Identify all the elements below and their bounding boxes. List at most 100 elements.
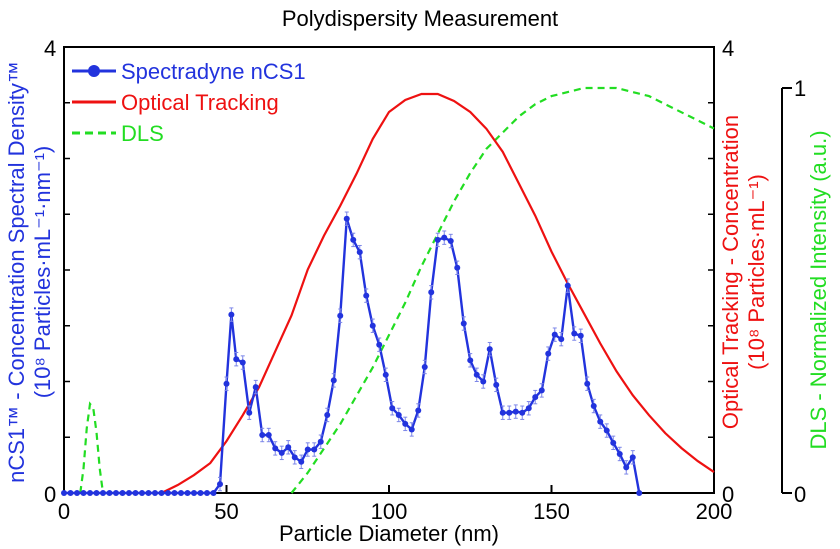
spectradyne-point	[191, 490, 197, 496]
spectradyne-point	[100, 490, 106, 496]
dls-line	[290, 86, 715, 494]
spectradyne-point	[532, 394, 539, 401]
spectradyne-point	[356, 249, 363, 256]
x-tick-label: 200	[696, 499, 733, 524]
legend-label-dls: DLS	[121, 121, 164, 146]
spectradyne-point	[369, 322, 376, 329]
legend-marker-spectradyne	[88, 65, 100, 77]
spectradyne-point	[228, 311, 235, 318]
y-right1-tick-bottom: 0	[722, 482, 734, 507]
spectradyne-point	[616, 450, 623, 457]
spectradyne-point	[454, 264, 461, 271]
spectradyne-point	[93, 490, 100, 496]
optical-tracking-line	[161, 92, 715, 494]
y-left-tick-top: 4	[44, 36, 56, 61]
spectradyne-point	[441, 234, 448, 241]
spectradyne-point	[623, 464, 630, 471]
spectradyne-point	[512, 408, 519, 415]
spectradyne-point	[408, 426, 415, 433]
y-right1-axis-title-line1: Optical Tracking - Concentration	[718, 115, 743, 429]
spectradyne-point	[590, 403, 597, 410]
spectradyne-point	[252, 384, 259, 391]
spectradyne-point	[223, 380, 230, 387]
legend: Spectradyne nCS1 Optical Tracking DLS	[72, 59, 306, 146]
spectradyne-point	[486, 346, 493, 353]
spectradyne-point	[389, 405, 396, 412]
spectradyne-point	[298, 458, 305, 465]
x-tick-label: 100	[371, 499, 408, 524]
spectradyne-point	[317, 438, 324, 445]
y-left-tick-bottom: 0	[44, 482, 56, 507]
spectradyne-point	[350, 236, 357, 243]
y-right2-tick-top: 1	[794, 76, 806, 101]
spectradyne-point	[246, 409, 253, 416]
spectradyne-point	[538, 387, 545, 394]
spectradyne-point	[545, 350, 552, 357]
spectradyne-point	[184, 490, 191, 496]
spectradyne-point	[197, 490, 204, 496]
series-spectradyne	[61, 211, 643, 496]
y-right1-tick-top: 4	[722, 36, 734, 61]
spectradyne-point	[447, 238, 454, 245]
spectradyne-point	[376, 341, 383, 348]
spectradyne-point	[519, 409, 526, 416]
x-axis-ticks: 0 50 100 150 200	[58, 102, 733, 524]
spectradyne-point	[291, 454, 298, 461]
spectradyne-point	[145, 490, 152, 496]
x-tick-label: 50	[214, 499, 238, 524]
spectradyne-point	[558, 336, 565, 343]
spectradyne-point	[74, 490, 80, 496]
spectradyne-point	[363, 292, 370, 299]
spectradyne-point	[610, 439, 617, 446]
spectradyne-point	[428, 289, 435, 296]
spectradyne-point	[113, 490, 119, 496]
spectradyne-point	[584, 380, 591, 387]
spectradyne-point	[139, 490, 145, 496]
spectradyne-point	[571, 330, 578, 337]
y-left-axis-title-line2: (10⁸ Particles·mL⁻¹·nm⁻¹)	[30, 146, 55, 399]
spectradyne-point	[480, 378, 487, 385]
spectradyne-line	[64, 218, 641, 495]
x-axis-title: Particle Diameter (nm)	[279, 521, 499, 546]
spectradyne-point	[434, 236, 441, 243]
spectradyne-point	[564, 282, 571, 289]
spectradyne-point	[158, 490, 165, 496]
x-tick-label: 0	[58, 499, 70, 524]
spectradyne-point	[265, 432, 272, 439]
spectradyne-point	[421, 364, 428, 371]
spectradyne-point	[67, 490, 74, 496]
spectradyne-point	[178, 490, 184, 496]
spectradyne-point	[343, 215, 350, 222]
spectradyne-point	[217, 481, 223, 488]
legend-label-optical-tracking: Optical Tracking	[121, 90, 279, 115]
spectradyne-point	[126, 490, 132, 496]
series-dls	[79, 86, 715, 495]
spectradyne-point	[87, 490, 93, 496]
spectradyne-point	[304, 446, 311, 453]
chart-title: Polydispersity Measurement	[282, 6, 558, 31]
spectradyne-point	[119, 490, 126, 496]
y-right2-tick-bottom: 0	[794, 482, 806, 507]
spectradyne-point	[278, 449, 285, 456]
spectradyne-point	[311, 446, 318, 453]
spectradyne-point	[330, 377, 337, 384]
spectradyne-point	[551, 331, 558, 338]
spectradyne-point	[152, 490, 158, 496]
spectradyne-point	[506, 409, 513, 416]
spectradyne-point	[603, 427, 610, 434]
spectradyne-point	[132, 490, 139, 496]
spectradyne-point	[171, 490, 178, 496]
spectradyne-point	[272, 445, 279, 452]
spectradyne-point	[473, 371, 480, 378]
spectradyne-point	[597, 418, 604, 425]
spectradyne-point	[165, 490, 171, 496]
y-left-axis-title-line1: nCS1™ - Concentration Spectral Density™	[4, 61, 29, 483]
series-optical-tracking	[161, 92, 715, 494]
spectradyne-point	[395, 411, 402, 418]
spectradyne-point	[106, 490, 113, 496]
spectradyne-point	[402, 420, 409, 427]
spectradyne-point	[80, 490, 87, 496]
spectradyne-point	[324, 411, 331, 418]
